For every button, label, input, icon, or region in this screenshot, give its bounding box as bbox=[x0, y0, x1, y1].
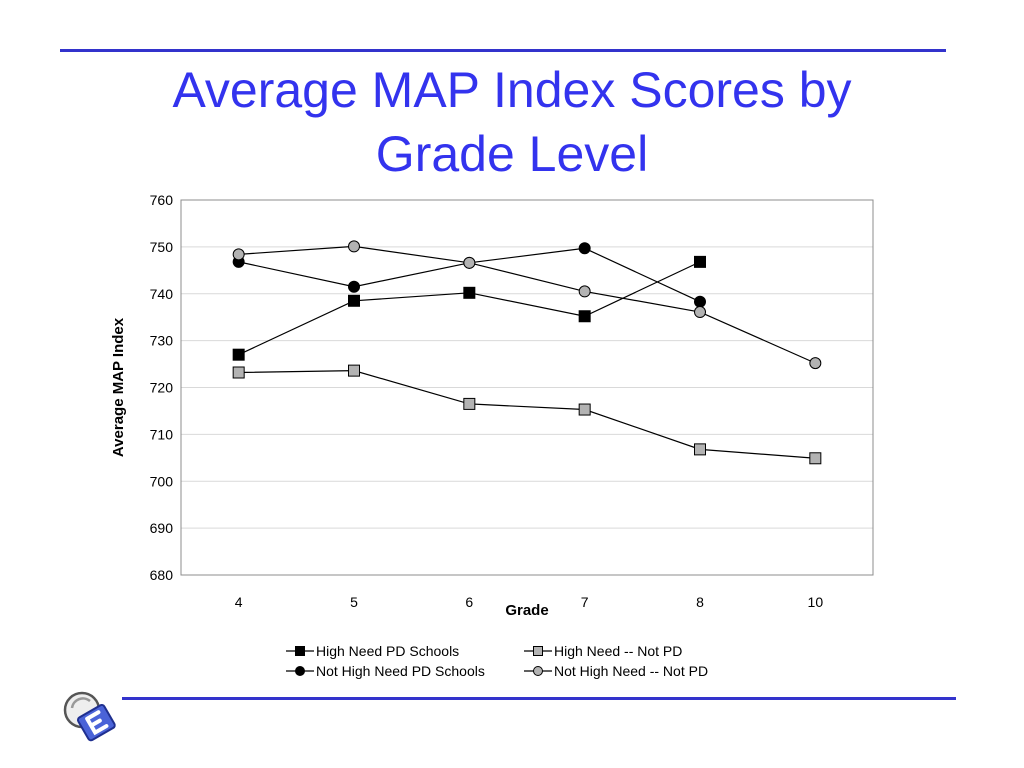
y-tick-label: 730 bbox=[150, 333, 174, 349]
y-tick-label: 740 bbox=[150, 286, 174, 302]
series-1 bbox=[232, 364, 822, 465]
data-point bbox=[348, 364, 360, 377]
legend-item: High Need -- Not PD bbox=[524, 643, 734, 659]
legend-marker bbox=[295, 646, 305, 656]
x-tick-label: 5 bbox=[350, 594, 358, 610]
data-point bbox=[694, 255, 706, 268]
data-point bbox=[348, 294, 360, 307]
legend-swatch bbox=[286, 666, 314, 676]
legend-label: Not High Need PD Schools bbox=[316, 663, 485, 679]
series-line bbox=[238, 370, 816, 459]
y-tick-label: 700 bbox=[150, 473, 174, 489]
legend-marker bbox=[533, 646, 543, 656]
data-point bbox=[578, 242, 591, 255]
data-point bbox=[463, 397, 476, 410]
data-point bbox=[694, 295, 706, 308]
legend-label: High Need PD Schools bbox=[316, 643, 460, 659]
line-chart: 680 690 700 710 720 730 740 750 760 4 5 6 7 8 10 Grade A… bbox=[110, 192, 874, 619]
legend-item: High Need PD Schools bbox=[286, 643, 524, 659]
y-tick-label: 710 bbox=[150, 426, 174, 442]
series-line bbox=[238, 245, 816, 364]
data-point bbox=[578, 310, 591, 323]
x-tick-label: 8 bbox=[696, 594, 704, 610]
y-tick-label: 760 bbox=[150, 192, 174, 208]
legend-swatch bbox=[524, 646, 552, 656]
data-point bbox=[463, 286, 476, 299]
legend-swatch bbox=[286, 646, 314, 656]
data-point bbox=[578, 285, 591, 298]
legend-marker bbox=[533, 666, 543, 676]
y-tick-label: 720 bbox=[150, 380, 174, 396]
data-point bbox=[348, 280, 360, 293]
data-point bbox=[578, 403, 591, 416]
chart-legend: High Need PD Schools High Need -- Not PD N… bbox=[286, 643, 756, 679]
slide-title-line-2: Grade Level bbox=[375, 126, 649, 182]
legend-item: Not High Need PD Schools bbox=[286, 663, 524, 679]
logo-icon bbox=[63, 691, 116, 742]
data-point bbox=[463, 256, 476, 269]
plot-area-frame bbox=[180, 199, 874, 576]
slide-title: Average MAP Index Scores by Grade Level bbox=[90, 58, 934, 186]
y-tick-label: 680 bbox=[150, 567, 174, 583]
top-rule bbox=[60, 49, 946, 52]
data-point bbox=[694, 443, 706, 456]
y-tick-label: 750 bbox=[150, 239, 174, 255]
legend-item: Not High Need -- Not PD bbox=[524, 663, 734, 679]
x-tick-label: 10 bbox=[808, 594, 824, 610]
legend-marker bbox=[295, 666, 305, 676]
y-axis-title: Average MAP Index bbox=[110, 317, 127, 457]
x-tick-label: 4 bbox=[235, 594, 243, 610]
data-point bbox=[809, 357, 822, 370]
y-tick-label: 690 bbox=[150, 520, 174, 536]
data-point bbox=[232, 366, 245, 379]
data-point bbox=[348, 240, 360, 253]
data-point bbox=[232, 348, 245, 361]
x-tick-label: 6 bbox=[465, 594, 473, 610]
legend-label: Not High Need -- Not PD bbox=[554, 663, 709, 679]
series-3 bbox=[232, 240, 822, 370]
data-point bbox=[809, 452, 822, 465]
x-tick-label: 7 bbox=[581, 594, 589, 610]
slide-title-line-1: Average MAP Index Scores by bbox=[172, 62, 852, 118]
x-axis-title: Grade bbox=[505, 602, 548, 619]
data-point bbox=[232, 248, 245, 261]
legend-swatch bbox=[524, 666, 552, 676]
data-point bbox=[694, 306, 706, 319]
bottom-rule bbox=[122, 697, 956, 700]
legend-label: High Need -- Not PD bbox=[554, 643, 683, 659]
